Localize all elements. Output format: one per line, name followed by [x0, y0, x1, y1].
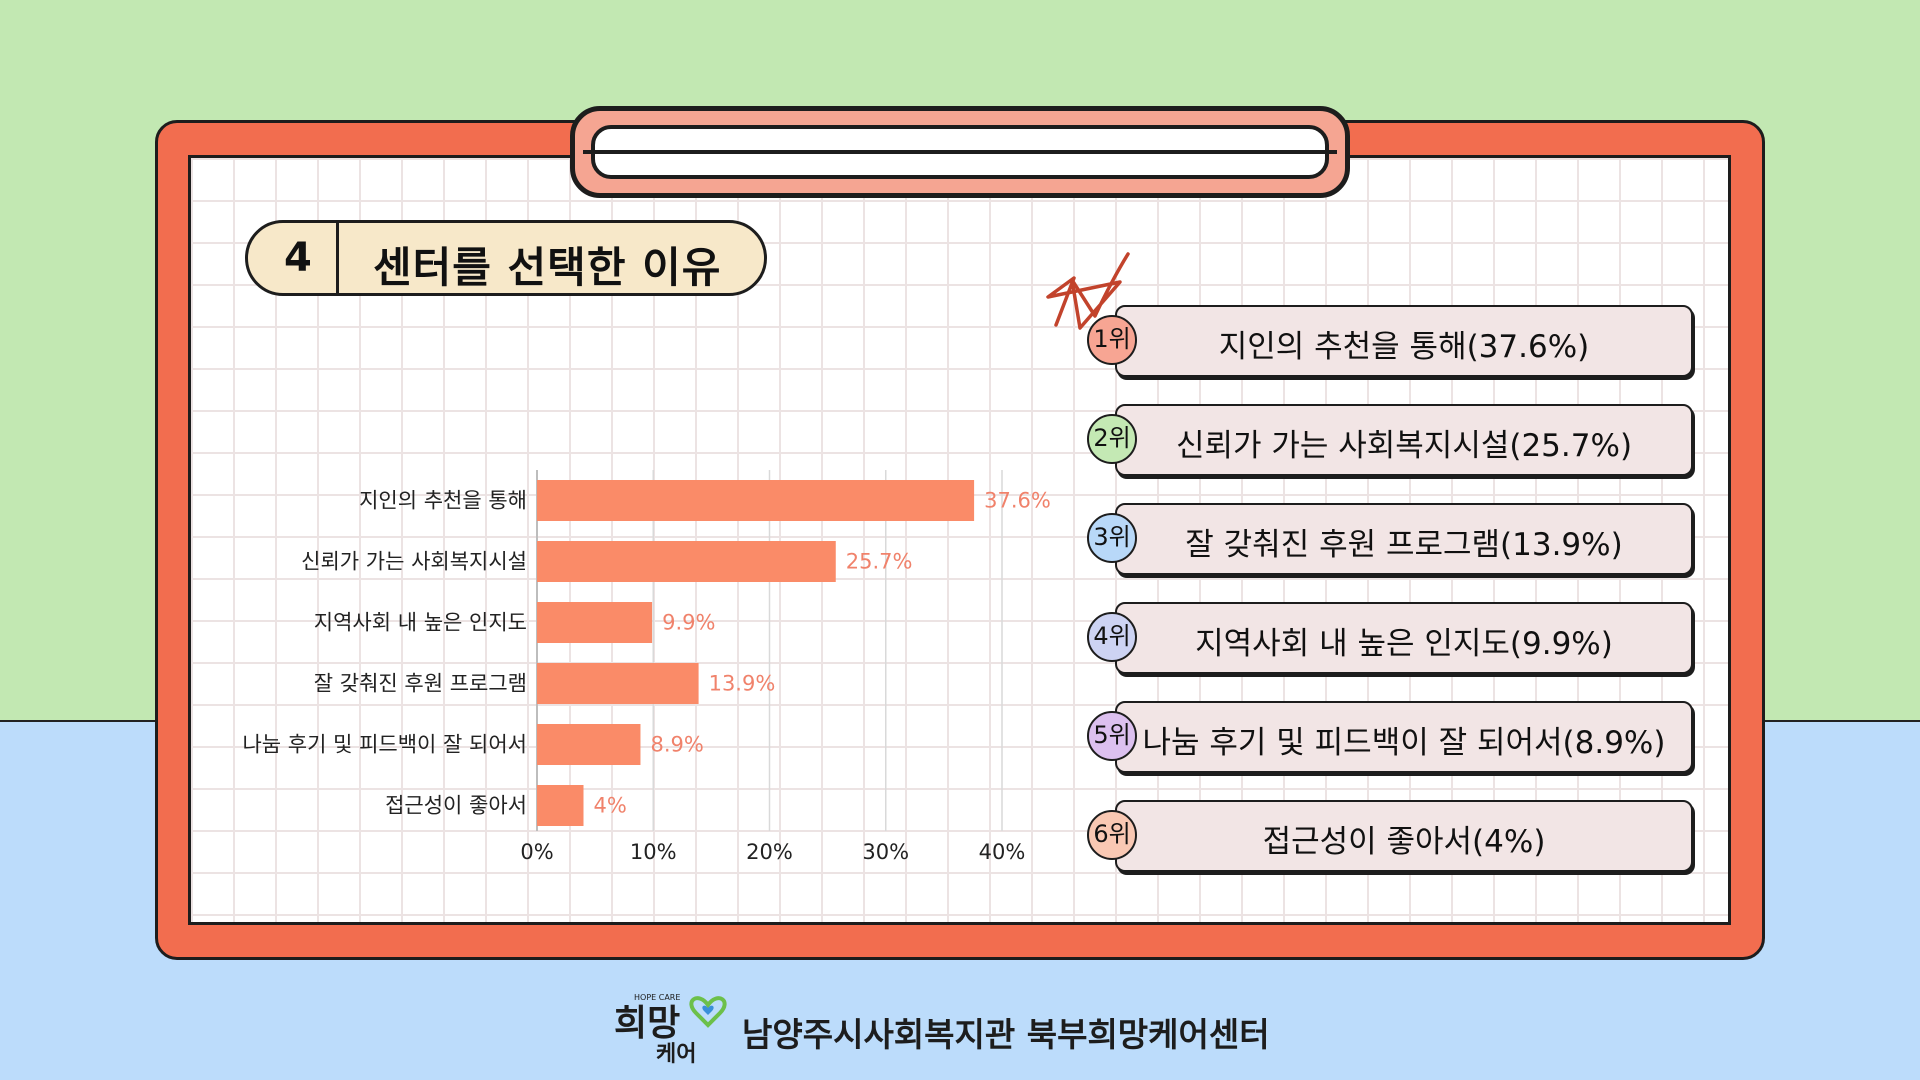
x-tick-label: 0%	[520, 840, 553, 864]
star-doodle-icon	[1046, 252, 1130, 330]
value-label: 9.9%	[662, 611, 715, 635]
footer-organization: 남양주시사회복지관 북부희망케어센터	[742, 1015, 1270, 1054]
rank-text: 지인의 추천을 통해(37.6%)	[1218, 329, 1590, 365]
clip-shadow-bar	[583, 150, 1337, 154]
rank-text: 접근성이 좋아서(4%)	[1262, 824, 1546, 860]
x-tick-label: 20%	[746, 840, 793, 864]
rank-item-1: 지인의 추천을 통해(37.6%) 1위	[1087, 305, 1695, 381]
rank-badge: 1위	[1087, 315, 1137, 365]
bar	[537, 785, 584, 826]
rank-box: 잘 갖춰진 후원 프로그램(13.9%)	[1115, 503, 1693, 575]
rank-box: 지인의 추천을 통해(37.6%)	[1115, 305, 1693, 377]
rank-text: 잘 갖춰진 후원 프로그램(13.9%)	[1185, 527, 1623, 563]
category-label: 지역사회 내 높은 인지도	[314, 611, 527, 635]
bar	[537, 480, 975, 521]
rank-text: 신뢰가 가는 사회복지시설(25.7%)	[1175, 428, 1633, 464]
bar	[537, 663, 699, 704]
rank-box: 신뢰가 가는 사회복지시설(25.7%)	[1115, 404, 1693, 476]
rank-item-2: 신뢰가 가는 사회복지시설(25.7%) 2위	[1087, 404, 1695, 480]
rank-text: 나눔 후기 및 피드백이 잘 되어서(8.9%)	[1142, 725, 1666, 761]
slide-title: 센터를 선택한 이유	[373, 243, 722, 292]
bar	[537, 541, 836, 582]
logo-small-text: HOPE CARE	[634, 993, 680, 1002]
slide-number: 4	[284, 235, 312, 281]
rank-item-5: 나눔 후기 및 피드백이 잘 되어서(8.9%) 5위	[1087, 701, 1695, 777]
value-label: 25.7%	[846, 550, 913, 574]
rank-badge: 3위	[1087, 513, 1137, 563]
category-label: 잘 갖춰진 후원 프로그램	[314, 672, 527, 696]
heart-inner-icon	[702, 1005, 714, 1015]
x-tick-label: 40%	[979, 840, 1026, 864]
bar	[537, 602, 653, 643]
rank-box: 지역사회 내 높은 인지도(9.9%)	[1115, 602, 1693, 674]
rank-item-6: 접근성이 좋아서(4%) 6위	[1087, 800, 1695, 876]
rank-badge: 4위	[1087, 612, 1137, 662]
hope-care-logo: HOPE CARE 희망 케어	[614, 993, 727, 1065]
value-label: 13.9%	[709, 672, 776, 696]
rank-item-4: 지역사회 내 높은 인지도(9.9%) 4위	[1087, 602, 1695, 678]
rank-item-3: 잘 갖춰진 후원 프로그램(13.9%) 3위	[1087, 503, 1695, 579]
rank-box: 나눔 후기 및 피드백이 잘 되어서(8.9%)	[1115, 701, 1693, 773]
category-label: 지인의 추천을 통해	[359, 489, 527, 513]
rank-box: 접근성이 좋아서(4%)	[1115, 800, 1693, 872]
heart-icon	[689, 996, 727, 1028]
rank-badge: 2위	[1087, 414, 1137, 464]
value-label: 4%	[594, 794, 627, 818]
category-label: 신뢰가 가는 사회복지시설	[301, 550, 527, 574]
bar	[537, 724, 641, 765]
rank-badge: 5위	[1087, 711, 1137, 761]
title-divider	[336, 223, 339, 293]
logo-big-text: 희망	[614, 1002, 680, 1044]
logo-sub-text: 케어	[656, 1041, 696, 1065]
rank-badge: 6위	[1087, 810, 1137, 860]
slide-title-pill: 4 센터를 선택한 이유	[245, 220, 767, 296]
x-tick-label: 10%	[630, 840, 677, 864]
category-label: 접근성이 좋아서	[385, 794, 527, 818]
value-label: 8.9%	[650, 733, 703, 757]
rank-text: 지역사회 내 높은 인지도(9.9%)	[1195, 626, 1613, 662]
x-tick-label: 30%	[862, 840, 909, 864]
value-label: 37.6%	[984, 489, 1051, 513]
category-label: 나눔 후기 및 피드백이 잘 되어서	[242, 733, 527, 757]
